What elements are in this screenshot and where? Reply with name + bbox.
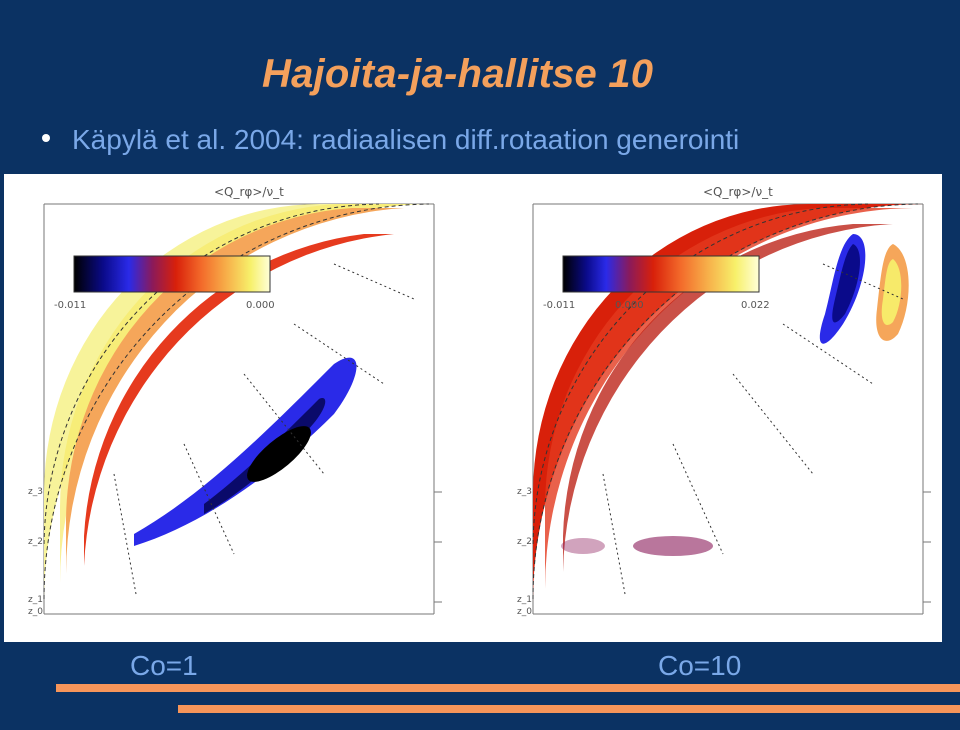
caption-co10: Co=10 — [658, 650, 742, 681]
colorbar-mid-label: 0.000 — [615, 300, 644, 311]
colorbar-max-label: 0.022 — [741, 300, 770, 311]
decorative-stripe-upper — [56, 684, 960, 692]
side-label-z0: z_0 — [28, 607, 43, 617]
side-label-z3: z_3 — [517, 487, 532, 497]
side-label-z1: z_1 — [517, 595, 532, 605]
side-label-z1: z_1 — [28, 595, 43, 605]
side-label-z2: z_2 — [517, 537, 532, 547]
plot-title: <Q_rφ>/ν_t — [214, 185, 284, 199]
side-label-z2: z_2 — [28, 537, 43, 547]
slide-title: Hajoita-ja-hallitse 10 — [262, 52, 654, 96]
bullet-dot-icon — [42, 133, 50, 142]
colorbar-max-label: 0.000 — [246, 300, 275, 311]
plot-title: <Q_rφ>/ν_t — [703, 185, 773, 199]
panel-co1: -0.011 0.000 <Q_rφ>/ν_t z_3 z_2 z_1 z_0 — [4, 174, 473, 642]
colorbar — [562, 255, 760, 293]
colorbar-min-label: -0.011 — [543, 300, 575, 311]
side-label-z3: z_3 — [28, 487, 43, 497]
contour-plot-co1: -0.011 0.000 <Q_rφ>/ν_t z_3 z_2 z_1 z_0 — [28, 185, 442, 617]
colorbar-min-label: -0.011 — [54, 300, 86, 311]
figure: -0.011 0.000 <Q_rφ>/ν_t z_3 z_2 z_1 z_0 — [4, 174, 942, 642]
bullet-item: Käpylä et al. 2004: radiaalisen diff.rot… — [42, 124, 739, 156]
colorbar — [73, 255, 271, 293]
side-label-z0: z_0 — [517, 607, 532, 617]
caption-co1: Co=1 — [130, 650, 198, 681]
bullet-text: Käpylä et al. 2004: radiaalisen diff.rot… — [72, 124, 740, 155]
decorative-stripe-lower — [178, 705, 960, 713]
contour-plot-co10: -0.011 0.000 0.022 <Q_rφ>/ν_t z_3 z_2 z_… — [517, 185, 931, 617]
panel-co10: -0.011 0.000 0.022 <Q_rφ>/ν_t z_3 z_2 z_… — [473, 174, 942, 642]
